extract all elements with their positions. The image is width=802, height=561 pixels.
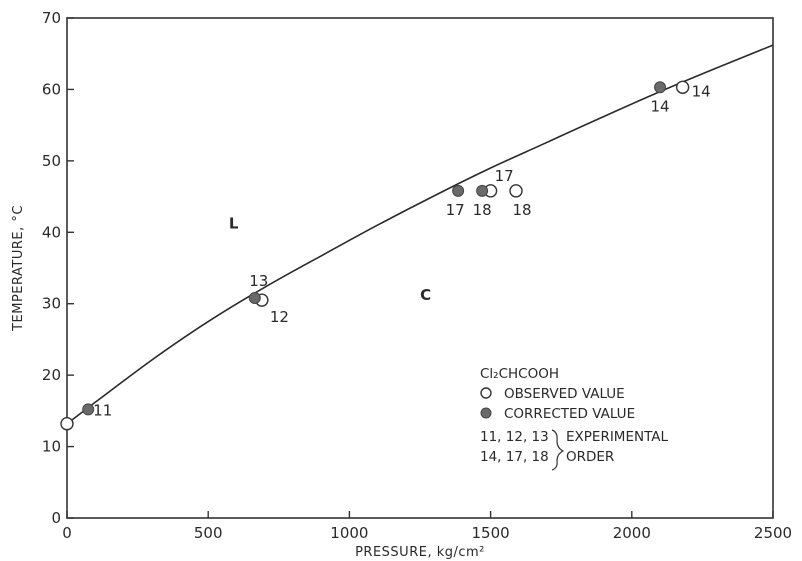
legend-note-numbers-1: 11, 12, 13 bbox=[480, 429, 549, 445]
y-tick-label: 60 bbox=[42, 80, 61, 98]
region-label: C bbox=[420, 286, 431, 304]
corrected-point-label: 13 bbox=[249, 272, 268, 290]
legend-note-numbers-2: 14, 17, 18 bbox=[480, 449, 549, 465]
corrected-point-label: 11 bbox=[93, 401, 112, 419]
corrected-point bbox=[82, 403, 95, 416]
legend-corrected-marker bbox=[480, 407, 492, 419]
y-tick-label: 40 bbox=[42, 223, 61, 241]
corrected-point bbox=[452, 184, 465, 197]
legend-title: Cl₂CHCOOH bbox=[480, 366, 559, 382]
observed-point bbox=[675, 80, 690, 94]
x-tick-label: 1000 bbox=[330, 524, 368, 542]
corrected-point bbox=[248, 292, 261, 304]
legend-corrected-label: CORRECTED VALUE bbox=[504, 406, 635, 422]
y-tick-label: 70 bbox=[42, 9, 61, 27]
observed-point bbox=[509, 184, 523, 198]
observed-point-label: 17 bbox=[495, 167, 514, 185]
corrected-point bbox=[476, 184, 489, 197]
plot-frame bbox=[66, 17, 774, 519]
corrected-point bbox=[654, 81, 667, 94]
corrected-point-label: 17 bbox=[446, 201, 465, 219]
y-tick-label: 50 bbox=[42, 152, 61, 170]
legend-note-text-1: EXPERIMENTAL bbox=[566, 429, 669, 445]
x-tick-label: 1500 bbox=[472, 524, 510, 542]
y-tick-label: 10 bbox=[42, 438, 61, 456]
x-axis-ticks: 0 500 1000 1500 2000 2500 bbox=[62, 511, 792, 542]
corrected-point-label: 18 bbox=[473, 201, 492, 219]
observed-point-label: 12 bbox=[270, 308, 289, 326]
observed-point-label: 18 bbox=[512, 201, 531, 219]
x-tick-label: 2000 bbox=[613, 524, 651, 542]
legend-observed-label: OBSERVED VALUE bbox=[504, 386, 625, 402]
y-tick-label: 0 bbox=[51, 509, 61, 527]
region-labels: LC bbox=[229, 215, 431, 304]
corrected-point-label: 14 bbox=[650, 97, 669, 115]
legend-observed-marker bbox=[480, 387, 492, 399]
y-tick-label: 30 bbox=[42, 295, 61, 313]
legend-brace bbox=[551, 429, 565, 471]
melting-curve bbox=[66, 44, 774, 425]
x-tick-label: 500 bbox=[194, 524, 223, 542]
x-axis-label: PRESSURE, kg/cm² bbox=[355, 545, 485, 560]
y-tick-label: 20 bbox=[42, 366, 61, 384]
observed-point-label: 14 bbox=[692, 82, 711, 100]
legend-note-text-2: ORDER bbox=[566, 449, 614, 465]
observed-point bbox=[60, 417, 74, 431]
y-axis-label: TEMPERATURE, °C bbox=[11, 205, 26, 332]
y-axis-ticks: 0 10 20 30 40 50 60 70 bbox=[42, 9, 74, 527]
x-tick-label: 0 bbox=[62, 524, 72, 542]
region-label: L bbox=[229, 215, 239, 233]
legend: Cl₂CHCOOH OBSERVED VALUE CORRECTED VALUE… bbox=[480, 366, 669, 471]
x-tick-label: 2500 bbox=[754, 524, 792, 542]
